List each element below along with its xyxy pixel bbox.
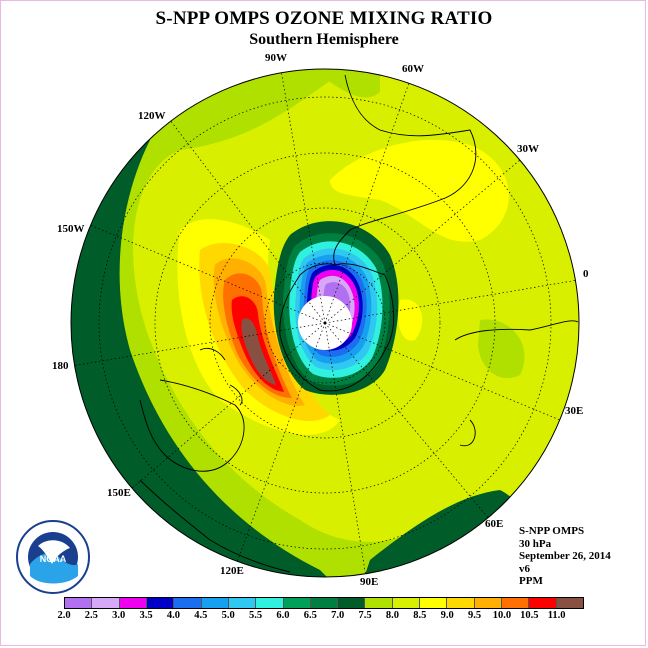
noaa-logo-icon: NOAA xyxy=(16,520,90,594)
colorbar-swatch xyxy=(201,598,229,608)
lon-label-150w: 150W xyxy=(57,223,85,235)
lon-label-60e: 60E xyxy=(485,518,504,530)
coast-south-america xyxy=(333,74,477,266)
field-lobe-7.5 xyxy=(71,69,579,577)
coast-asia xyxy=(139,479,291,573)
colorbar-swatch xyxy=(392,598,421,608)
colorbar-swatch xyxy=(529,598,557,608)
lon-label-90e: 90E xyxy=(360,576,379,588)
colorbar-swatch xyxy=(338,598,366,608)
coast-antarctica xyxy=(279,263,395,392)
colorbar-swatch xyxy=(474,598,502,608)
colorbar-swatch xyxy=(556,598,583,608)
pole-marker xyxy=(323,321,327,325)
colorbar-tick-label: 5.5 xyxy=(249,610,263,621)
colorbar-tick-label: 2.5 xyxy=(84,610,98,621)
colorbar-swatch xyxy=(447,598,475,608)
lon-label-120w: 120W xyxy=(138,110,166,122)
colorbar-tick-label: 10.0 xyxy=(492,610,512,621)
info-block: S-NPP OMPS 30 hPa September 26, 2014 v6 … xyxy=(519,525,611,588)
page-title: S-NPP OMPS OZONE MIXING RATIO xyxy=(155,8,493,29)
lon-label-90w: 90W xyxy=(265,52,287,64)
colorbar-tick-label: 9.0 xyxy=(440,610,454,621)
colorbar-swatch xyxy=(92,598,120,608)
colorbar-swatch xyxy=(65,598,93,608)
colorbar-swatch xyxy=(283,598,311,608)
map-boundary xyxy=(70,68,580,578)
colorbar-swatch xyxy=(119,598,147,608)
lon-label-180: 180 xyxy=(52,360,69,372)
colorbar-tick-label: 9.5 xyxy=(467,610,482,621)
colorbar-tick-label: 6.0 xyxy=(276,610,290,621)
graticule xyxy=(71,69,579,577)
info-date: September 26, 2014 xyxy=(519,550,611,562)
info-level: 30 hPa xyxy=(519,537,552,550)
info-version: v6 xyxy=(519,562,530,575)
colorbar-tick-label: 6.5 xyxy=(303,610,317,621)
colorbar-swatch xyxy=(256,598,284,608)
lon-label-30e: 30E xyxy=(565,405,584,417)
field-lobe-11.0 xyxy=(241,318,276,385)
page-subtitle: Southern Hemisphere xyxy=(249,31,399,48)
coastlines xyxy=(139,74,579,573)
lon-label-0: 0 xyxy=(583,268,589,280)
lon-label-60w: 60W xyxy=(402,63,424,75)
colorbar-swatch xyxy=(420,598,448,608)
colorbar xyxy=(64,597,584,609)
colorbar-tick-label: 4.0 xyxy=(166,610,181,621)
colorbar-tick-label: 8.0 xyxy=(385,610,399,621)
colorbar-swatch xyxy=(365,598,393,608)
coast-new-zealand xyxy=(199,347,243,406)
colorbar-tick-label: 4.5 xyxy=(194,610,208,621)
info-units: PPM xyxy=(519,575,543,587)
colorbar-tick-label: 8.5 xyxy=(413,610,427,621)
colorbar-ticks: 2.0 2.5 3.0 3.5 4.0 4.5 5.0 5.5 6.0 6.5 7.0 7.5 8.0 8… xyxy=(57,610,584,624)
colorbar-swatch xyxy=(228,598,257,608)
colorbar-swatch xyxy=(174,598,202,608)
colorbar-swatch xyxy=(146,598,175,608)
colorbar-tick-label: 3.0 xyxy=(112,610,126,621)
field-lobe-7.0 xyxy=(71,120,340,577)
colorbar-swatch xyxy=(502,598,530,608)
colorbar-tick-label: 11.0 xyxy=(547,610,566,621)
coast-australia xyxy=(139,379,245,472)
colorbar-tick-label: 7.5 xyxy=(358,610,372,621)
colorbar-tick-label: 5.0 xyxy=(221,610,235,621)
logo-text: NOAA xyxy=(40,554,67,564)
colorbar-tick-label: 10.5 xyxy=(520,610,539,621)
coast-africa xyxy=(454,320,579,447)
info-instrument: S-NPP OMPS xyxy=(519,525,585,537)
colorbar-tick-label: 7.0 xyxy=(331,610,345,621)
lon-label-30w: 30W xyxy=(517,143,539,155)
lon-label-150e: 150E xyxy=(107,487,131,499)
colorbar-tick-label: 3.5 xyxy=(139,610,153,621)
field-lobe-8.5 xyxy=(330,139,509,242)
colorbar-swatch xyxy=(310,598,339,608)
lon-label-120e: 120E xyxy=(220,565,244,577)
colorbar-tick-label: 2.0 xyxy=(57,610,71,621)
field-lobe-7.5-east xyxy=(478,319,525,379)
